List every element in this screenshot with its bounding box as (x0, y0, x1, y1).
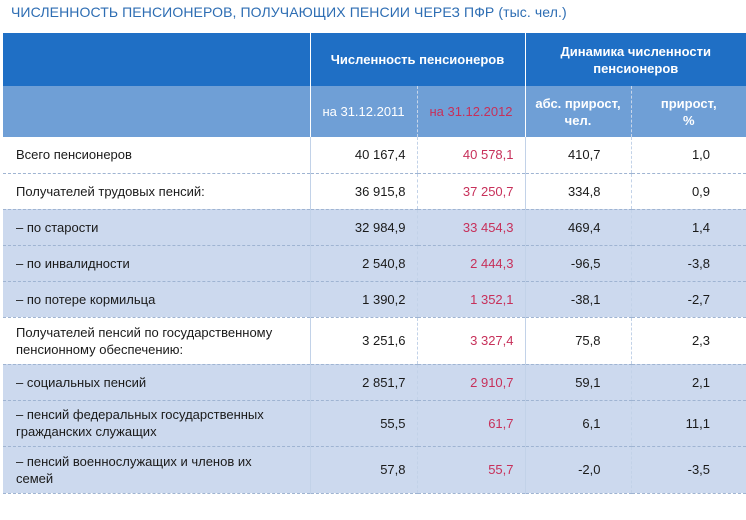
cell-2011: 40 167,4 (309, 137, 417, 174)
header-col-pct-line1: прирост, (660, 95, 717, 111)
cell-2012: 37 250,7 (416, 173, 525, 210)
cell-2012: 1 352,1 (416, 281, 525, 318)
row-label: Получателей трудовых пенсий: (3, 173, 310, 210)
header-empty-2 (3, 86, 310, 137)
row-label: – по потере кормильца (3, 281, 310, 318)
row-label-line1: – пенсий федеральных государственных (16, 407, 264, 422)
row-label: – пенсий военнослужащих и членов их семей (3, 446, 310, 494)
cell-abs-growth: -2,0 (524, 446, 631, 494)
table-body: Всего пенсионеров 40 167,4 40 578,1 410,7 1,… (3, 137, 746, 494)
row-label: – по инвалидности (3, 245, 310, 282)
header-col-abs-line1: абс. прирост, (535, 95, 621, 111)
row-label: – по старости (3, 209, 310, 246)
row-label-line1: Получателей трудовых пенсий: (16, 183, 205, 199)
header-col-pct: прирост, % (630, 86, 746, 137)
cell-2012: 55,7 (416, 446, 525, 494)
cell-abs-growth: 75,8 (524, 317, 631, 365)
header-row-groups: Численность пенсионеров Динамика численн… (3, 33, 746, 86)
row-label-line2: гражданских служащих (16, 424, 157, 439)
cell-2012: 40 578,1 (416, 137, 525, 174)
row-label-line2: семей (16, 470, 54, 486)
cell-2011: 36 915,8 (309, 173, 417, 210)
table-row: – пенсий военнослужащих и членов их семей… (3, 446, 746, 494)
table-row: Получателей трудовых пенсий: 36 915,8 37 2… (3, 173, 746, 210)
cell-2012: 33 454,3 (416, 209, 525, 246)
row-label-line1: Получателей пенсий по государственному (16, 324, 273, 340)
cell-pct-growth: -2,7 (630, 281, 746, 318)
cell-2011: 2 851,7 (309, 364, 417, 401)
pensioners-table: Численность пенсионеров Динамика численн… (3, 33, 746, 494)
cell-2011: 2 540,8 (309, 245, 417, 282)
cell-abs-growth: 6,1 (524, 400, 631, 447)
header-col-abs-line2: чел. (564, 112, 592, 128)
cell-abs-growth: 469,4 (524, 209, 631, 246)
row-label-line1: – социальных пенсий (16, 374, 147, 390)
table-row: – по инвалидности 2 540,8 2 444,3 -96,5 -3,8 (3, 245, 746, 282)
cell-2011: 1 390,2 (309, 281, 417, 318)
row-label: Всего пенсионеров (3, 137, 310, 174)
cell-2011: 57,8 (309, 446, 417, 494)
cell-2012: 3 327,4 (416, 317, 525, 365)
cell-pct-growth: 0,9 (630, 173, 746, 210)
header-row-columns: на 31.12.2011 на 31.12.2012 абс. прирост… (3, 86, 746, 137)
cell-abs-growth: 59,1 (524, 364, 631, 401)
row-label-line1: – пенсий военнослужащих и членов их (16, 453, 252, 469)
row-label: Получателей пенсий по государственному пе… (3, 317, 310, 365)
row-label-line1: – по инвалидности (16, 255, 130, 271)
row-label: – пенсий федеральных государственных граж… (3, 400, 310, 447)
cell-pct-growth: -3,8 (630, 245, 746, 282)
header-col-pct-line2: % (682, 112, 695, 128)
cell-abs-growth: 334,8 (524, 173, 631, 210)
row-label-line2: пенсионному обеспечению: (16, 341, 184, 357)
cell-2012: 2 910,7 (416, 364, 525, 401)
cell-2011: 32 984,9 (309, 209, 417, 246)
header-col-abs: абс. прирост, чел. (524, 86, 631, 137)
cell-pct-growth: 11,1 (630, 400, 746, 447)
header-group-count: Численность пенсионеров (309, 33, 525, 86)
cell-pct-growth: 1,4 (630, 209, 746, 246)
header-empty (3, 33, 310, 86)
header-group-dynamics: Динамика численности пенсионеров (524, 33, 746, 86)
cell-pct-growth: 2,1 (630, 364, 746, 401)
table-row: Получателей пенсий по государственному пе… (3, 317, 746, 365)
cell-2011: 55,5 (309, 400, 417, 447)
cell-abs-growth: -96,5 (524, 245, 631, 282)
header-group-dynamics-line1: Динамика численности (560, 43, 711, 59)
cell-abs-growth: 410,7 (524, 137, 631, 174)
row-label-line1: Всего пенсионеров (16, 147, 132, 163)
cell-abs-growth: -38,1 (524, 281, 631, 318)
row-label-line1: – по старости (16, 219, 99, 235)
row-label: – социальных пенсий (3, 364, 310, 401)
cell-pct-growth: -3,5 (630, 446, 746, 494)
row-label-line1: – по потере кормильца (16, 291, 156, 307)
cell-2011: 3 251,6 (309, 317, 417, 365)
table-row: Всего пенсионеров 40 167,4 40 578,1 410,7 1,… (3, 137, 746, 174)
cell-pct-growth: 2,3 (630, 317, 746, 365)
header-group-dynamics-line2: пенсионеров (593, 60, 679, 76)
table-row: – пенсий федеральных государственных граж… (3, 400, 746, 447)
cell-2012: 61,7 (416, 400, 525, 447)
table-row: – по старости 32 984,9 33 454,3 469,4 1,4 (3, 209, 746, 246)
table-row: – по потере кормильца 1 390,2 1 352,1 -38,1… (3, 281, 746, 318)
table-title: ЧИСЛЕННОСТЬ ПЕНСИОНЕРОВ, ПОЛУЧАЮЩИХ ПЕНС… (11, 4, 567, 20)
table-row: – социальных пенсий 2 851,7 2 910,7 59,1 2,1 (3, 364, 746, 401)
header-col-2012: на 31.12.2012 (416, 86, 525, 137)
cell-pct-growth: 1,0 (630, 137, 746, 174)
header-col-2011: на 31.12.2011 (309, 86, 417, 137)
cell-2012: 2 444,3 (416, 245, 525, 282)
